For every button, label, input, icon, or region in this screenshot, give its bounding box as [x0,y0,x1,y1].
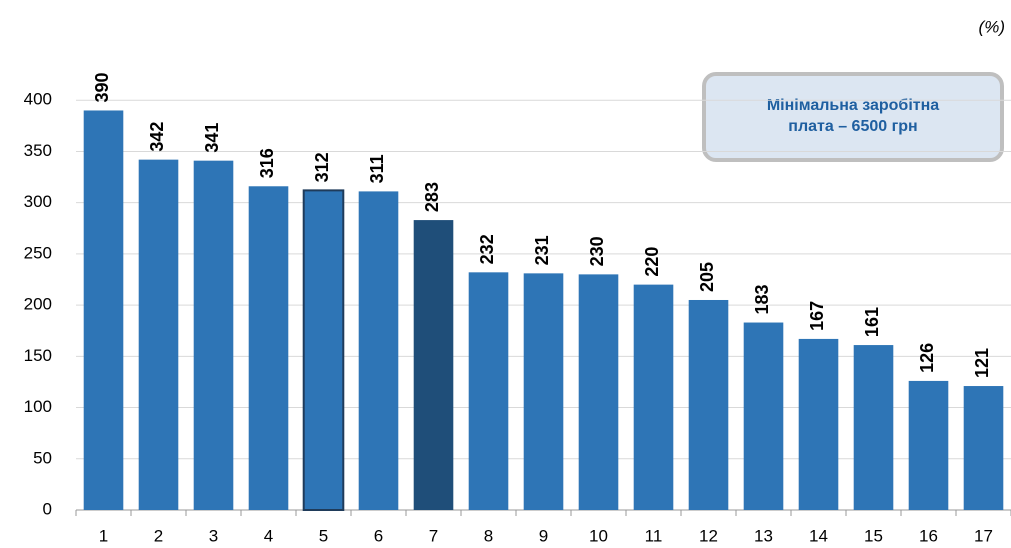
value-label: 126 [917,343,937,373]
x-tick-label: 3 [209,526,218,545]
bar [358,191,399,511]
bar [138,159,179,510]
x-tick-label: 7 [429,526,438,545]
value-label: 121 [972,348,992,378]
value-label: 232 [477,234,497,264]
bar [688,299,729,510]
x-tick-label: 14 [809,526,828,545]
bar [908,380,949,510]
x-tick-label: 2 [154,526,163,545]
y-tick-label: 250 [24,243,52,262]
x-tick-label: 10 [589,526,608,545]
x-tick-label: 5 [319,526,328,545]
unit-label: (%) [979,17,1005,36]
value-label: 390 [92,72,112,102]
bar [633,284,674,510]
y-tick-label: 0 [43,499,52,518]
value-label: 342 [147,122,167,152]
x-tick-label: 16 [919,526,938,545]
bar [413,220,454,511]
annotation-line: Мінімальна заробітна [767,97,939,114]
value-label: 316 [257,148,277,178]
value-label: 167 [807,301,827,331]
bar [578,274,619,510]
x-tick-label: 1 [99,526,108,545]
bar [798,338,839,510]
y-tick-label: 100 [24,397,52,416]
x-tick-label: 9 [539,526,548,545]
x-tick-label: 13 [754,526,773,545]
bar [523,273,564,510]
x-tick-label: 11 [645,526,663,545]
x-tick-label: 6 [374,526,383,545]
bar [302,189,345,512]
y-tick-label: 200 [24,295,52,314]
y-tick-label: 350 [24,141,52,160]
annotation-box [702,72,1004,162]
value-label: 341 [202,123,222,153]
x-tick-label: 12 [699,526,718,545]
value-label: 220 [642,247,662,277]
x-tick-label: 15 [864,526,883,545]
value-label: 183 [752,284,772,314]
bar [853,345,894,510]
y-tick-label: 300 [24,192,52,211]
value-label: 311 [367,154,387,183]
bar [468,272,509,510]
x-tick-label: 17 [974,526,993,545]
y-tick-label: 50 [33,448,52,467]
value-label: 230 [587,236,607,266]
value-label: 231 [532,235,552,265]
value-label: 205 [697,262,717,292]
bar [963,386,1004,510]
y-tick-label: 150 [24,346,52,365]
bar [743,322,784,510]
value-label: 161 [862,307,882,337]
bar [248,186,289,510]
bar [83,110,124,510]
value-label: 283 [422,182,442,212]
annotation-line: плата – 6500 грн [788,118,917,135]
x-tick-label: 4 [264,526,273,545]
bar [193,160,234,511]
y-tick-label: 400 [24,90,52,109]
value-label: 312 [312,152,332,182]
x-tick-label: 8 [484,526,493,545]
